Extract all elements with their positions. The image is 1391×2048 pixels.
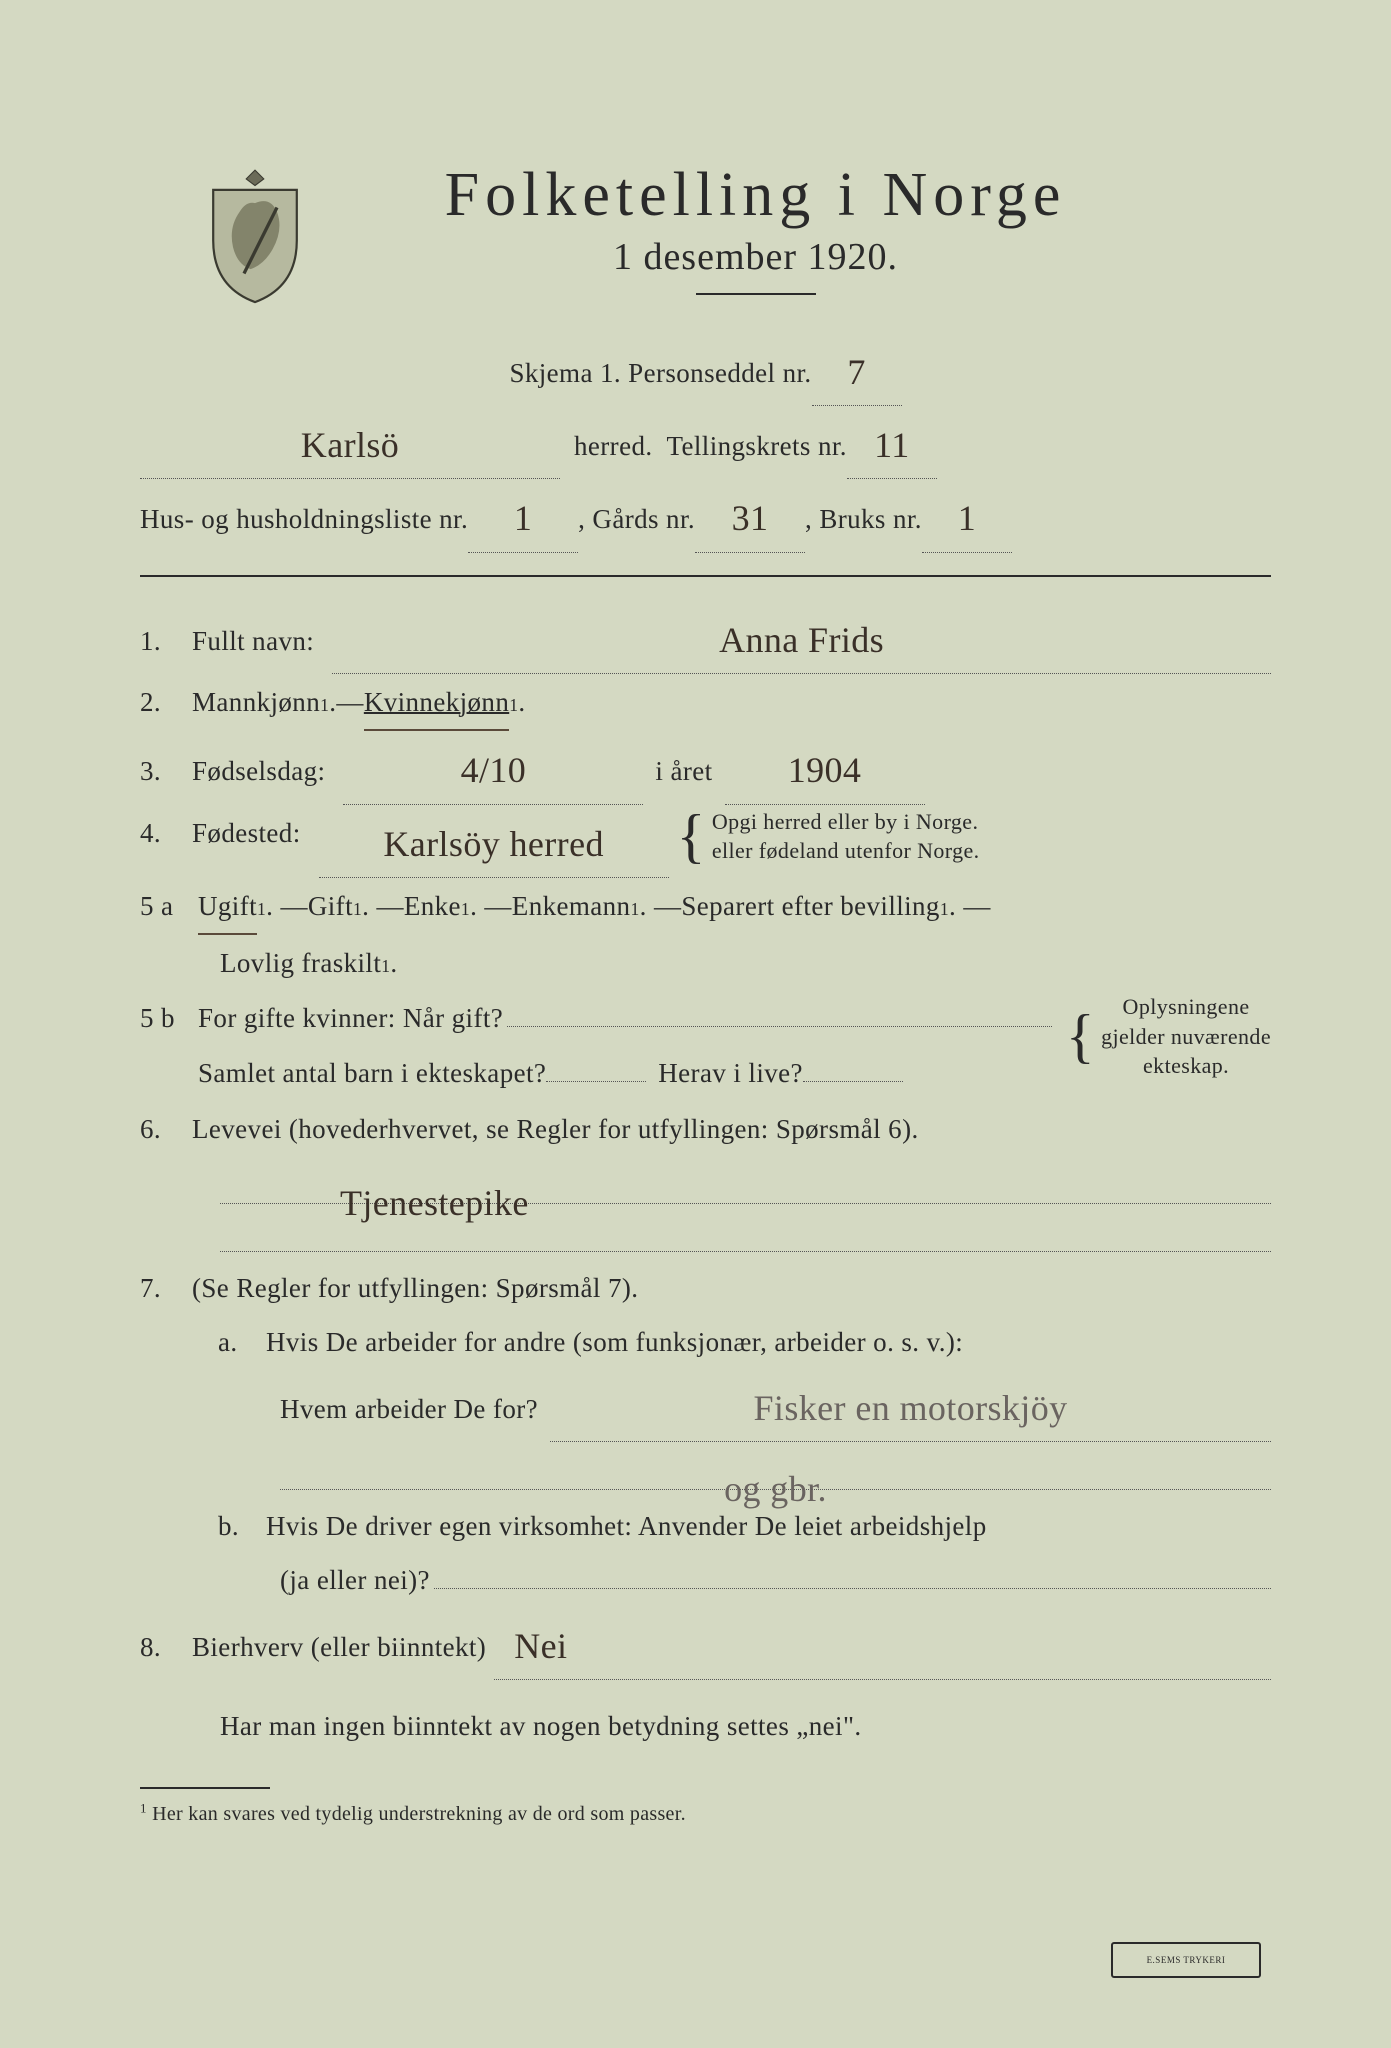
krets-label: Tellingskrets nr. <box>667 420 847 473</box>
census-form-page: Folketelling i Norge 1 desember 1920. Sk… <box>0 0 1391 2048</box>
hus-value: 1 <box>514 498 532 538</box>
main-title: Folketelling i Norge <box>240 160 1271 231</box>
q5a-gift: Gift <box>308 880 353 933</box>
q2-mann: Mannkjønn <box>192 676 320 729</box>
title-rule <box>696 293 816 295</box>
q5b-l1: For gifte kvinner: Når gift? <box>198 992 503 1045</box>
schema-row: Skjema 1. Personseddel nr. 7 <box>140 335 1271 406</box>
q7a-line2-label: Hvem arbeider De for? <box>280 1383 538 1436</box>
q6-label: Levevei (hovederhvervet, se Regler for u… <box>192 1103 919 1156</box>
footnote: 1 Her kan svares ved tydelig understrekn… <box>140 1795 1271 1834</box>
q5a-row2: Lovlig fraskilt1. <box>140 937 1271 990</box>
title-block: Folketelling i Norge 1 desember 1920. <box>240 160 1271 295</box>
herred-value: Karlsö <box>301 425 399 465</box>
form-body: Skjema 1. Personseddel nr. 7 Karlsö herr… <box>140 335 1271 1834</box>
q7b-row2: (ja eller nei)? <box>140 1554 1271 1607</box>
q5a-num: 5 a <box>140 880 198 933</box>
q6-value: Tjenestepike <box>340 1183 529 1223</box>
coat-of-arms-icon <box>200 160 310 310</box>
q4-row: 4. Fødested: Karlsöy herred { Opgi herre… <box>140 807 1271 878</box>
q1-row: 1. Fullt navn: Anna Frids <box>140 603 1271 674</box>
hus-label: Hus- og husholdningsliste nr. <box>140 493 468 546</box>
bruk-value: 1 <box>958 498 976 538</box>
q7b-line2: (ja eller nei)? <box>280 1554 430 1607</box>
q5a-row: 5 a Ugift1. — Gift1. — Enke1. — Enkemann… <box>140 880 1271 936</box>
q5a-enke: Enke <box>404 880 461 933</box>
q5a-separert: Separert efter bevilling <box>681 880 940 933</box>
q3-day: 4/10 <box>461 750 527 790</box>
q7a-line1: Hvis De arbeider for andre (som funksjon… <box>266 1316 963 1369</box>
q5a-fraskilt: Lovlig fraskilt <box>220 937 381 990</box>
q5a-enkemann: Enkemann <box>512 880 631 933</box>
divider-1 <box>140 575 1271 577</box>
q8-num: 8. <box>140 1621 192 1674</box>
footnote-rule <box>140 1787 270 1789</box>
q7-label: (Se Regler for utfyllingen: Spørsmål 7). <box>192 1262 638 1315</box>
q3-year: 1904 <box>788 750 862 790</box>
herred-row: Karlsö herred. Tellingskrets nr. 11 <box>140 408 1271 479</box>
bruk-label: , Bruks nr. <box>805 493 922 546</box>
q2-num: 2. <box>140 676 192 729</box>
q2-row: 2. Mannkjønn1. — Kvinnekjønn1. <box>140 676 1271 732</box>
q3-mid: i året <box>655 745 712 798</box>
gard-value: 31 <box>732 498 769 538</box>
q8-value: Nei <box>514 1626 567 1666</box>
herred-label: herred. <box>574 420 653 473</box>
q5b-num: 5 b <box>140 992 198 1045</box>
q5b-l2a: Samlet antal barn i ekteskapet? <box>198 1047 546 1100</box>
schema-label: Skjema 1. Personseddel nr. <box>509 347 811 400</box>
q2-kvinne: Kvinnekjønn <box>364 676 509 732</box>
q7-row: 7. (Se Regler for utfyllingen: Spørsmål … <box>140 1262 1271 1315</box>
q3-row: 3. Fødselsdag: 4/10 i året 1904 <box>140 733 1271 804</box>
q1-value: Anna Frids <box>719 620 884 660</box>
q7a-row2: Hvem arbeider De for? Fisker en motorskj… <box>140 1371 1271 1442</box>
q1-num: 1. <box>140 615 192 668</box>
krets-value: 11 <box>874 425 909 465</box>
q5b-l2b: Herav i live? <box>658 1047 803 1100</box>
gard-label: , Gårds nr. <box>578 493 695 546</box>
q4-value: Karlsöy herred <box>383 824 604 864</box>
q7b-row1: b. Hvis De driver egen virksomhet: Anven… <box>140 1500 1271 1553</box>
q8-label: Bierhverv (eller biinntekt) <box>192 1621 486 1674</box>
q7b-letter: b. <box>218 1500 266 1553</box>
q7a-letter: a. <box>218 1316 266 1369</box>
hus-row: Hus- og husholdningsliste nr. 1 , Gårds … <box>140 481 1271 552</box>
q6-row: 6. Levevei (hovederhvervet, se Regler fo… <box>140 1103 1271 1156</box>
q7a-value2-line: og gbr. <box>280 1452 1271 1490</box>
q4-num: 4. <box>140 807 192 860</box>
q5b-row1: 5 b For gifte kvinner: Når gift? Samlet … <box>140 992 1271 1101</box>
tail-note: Har man ingen biinntekt av nogen betydni… <box>220 1700 862 1753</box>
q7a-value1: Fisker en motorskjöy <box>754 1388 1068 1428</box>
q7-num: 7. <box>140 1262 192 1315</box>
q4-label: Fødested: <box>192 807 301 860</box>
q5a-ugift: Ugift <box>198 880 257 936</box>
q1-label: Fullt navn: <box>192 615 314 668</box>
q8-row: 8. Bierhverv (eller biinntekt) Nei <box>140 1609 1271 1680</box>
q3-label: Fødselsdag: <box>192 745 325 798</box>
q5b-note: { Oplysningene gjelder nuværende ekteska… <box>1066 992 1271 1081</box>
tail-note-row: Har man ingen biinntekt av nogen betydni… <box>140 1700 1271 1753</box>
q7a-value2: og gbr. <box>724 1469 827 1509</box>
q4-note: { Opgi herred eller by i Norge. eller fø… <box>677 807 980 866</box>
personseddel-nr: 7 <box>847 352 865 392</box>
sub-title: 1 desember 1920. <box>240 235 1271 279</box>
q3-num: 3. <box>140 745 192 798</box>
q7a-row1: a. Hvis De arbeider for andre (som funks… <box>140 1316 1271 1369</box>
q6-num: 6. <box>140 1103 192 1156</box>
printer-stamp: E.SEMS TRYKERI <box>1111 1942 1261 1978</box>
q6-answer-line: Tjenestepike <box>220 1166 1271 1204</box>
q7b-line1: Hvis De driver egen virksomhet: Anvender… <box>266 1500 987 1553</box>
